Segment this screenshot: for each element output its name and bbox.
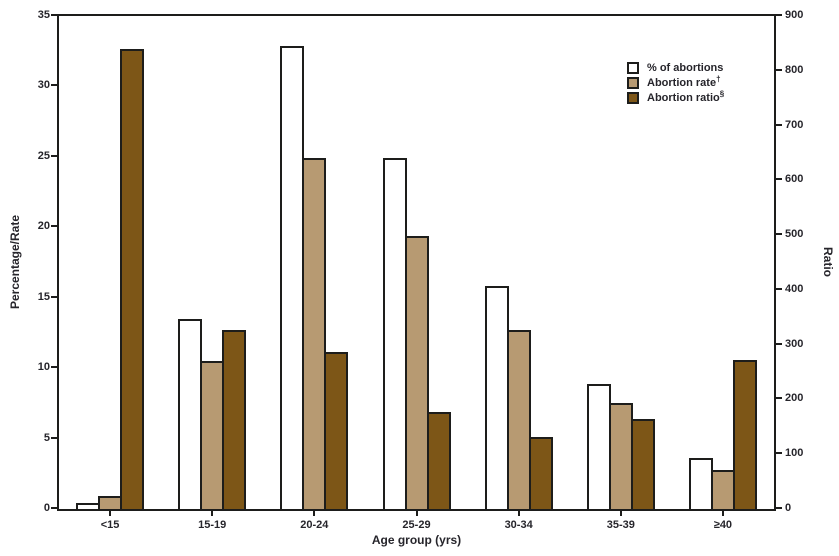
x-axis-tick xyxy=(211,511,214,516)
right-axis-tick-label: 800 xyxy=(785,63,804,76)
x-axis-tick-label: <15 xyxy=(100,519,120,531)
bar-rate-1 xyxy=(200,361,224,509)
right-axis-tick xyxy=(776,397,782,400)
right-axis-tick xyxy=(776,123,782,126)
bar-rate-6 xyxy=(711,470,735,509)
legend-item-abortion-ratio: Abortion ratio§ xyxy=(627,88,725,104)
bar-ratio-4 xyxy=(529,437,553,509)
left-axis-tick xyxy=(51,366,57,369)
left-axis-tick-label: 35 xyxy=(37,9,50,21)
x-axis-tick-label: 15-19 xyxy=(198,519,227,531)
bar-ratio-3 xyxy=(427,412,451,509)
right-axis-tick xyxy=(776,342,782,345)
legend-label-ratio: Abortion ratio§ xyxy=(647,88,725,104)
bar-rate-2 xyxy=(302,158,326,509)
bar-percent-4 xyxy=(485,286,509,509)
right-axis-tick xyxy=(776,287,782,290)
left-axis-tick xyxy=(51,84,57,87)
x-axis-tick-label: 25-29 xyxy=(402,519,431,531)
legend-item-abortion-rate: Abortion rate† xyxy=(627,73,724,89)
right-axis-tick xyxy=(776,68,782,71)
right-axis-tick xyxy=(776,507,782,509)
legend-swatch-ratio-icon xyxy=(627,91,639,104)
right-axis-tick-label: 500 xyxy=(785,228,804,241)
bar-ratio-6 xyxy=(733,360,757,509)
left-axis-tick xyxy=(51,507,57,509)
x-axis-tick xyxy=(721,511,724,516)
legend-label-rate: Abortion rate† xyxy=(647,73,721,89)
legend-label-percent: % of abortions xyxy=(647,61,724,74)
left-axis-tick xyxy=(51,225,57,228)
bar-rate-4 xyxy=(507,330,531,509)
x-axis-tick-label: 35-39 xyxy=(606,519,635,531)
bar-percent-2 xyxy=(280,46,304,509)
right-axis-tick xyxy=(776,452,782,455)
right-axis-tick xyxy=(776,14,782,16)
bar-ratio-0 xyxy=(120,49,144,509)
left-axis-tick-label: 20 xyxy=(37,220,50,233)
bar-ratio-2 xyxy=(324,352,348,509)
legend-item-percent-of-abortions: % of abortions xyxy=(627,61,724,74)
left-axis-tick-label: 30 xyxy=(37,79,50,92)
x-axis-tick-label: ≥40 xyxy=(713,519,733,531)
left-axis-tick-label: 15 xyxy=(37,290,50,303)
left-axis-tick-label: 25 xyxy=(37,149,50,162)
left-axis-tick-label: 5 xyxy=(43,431,50,444)
x-axis-tick xyxy=(313,511,316,516)
right-axis-title: Ratio xyxy=(821,247,835,277)
legend-swatch-rate-icon xyxy=(627,76,639,89)
left-axis-tick-label: 10 xyxy=(37,361,50,374)
bar-percent-3 xyxy=(383,158,407,509)
right-axis-tick-label: 700 xyxy=(785,118,804,131)
bar-percent-5 xyxy=(587,384,611,509)
right-axis-tick-label: 300 xyxy=(785,337,804,350)
right-axis-tick-label: 200 xyxy=(785,392,804,405)
bar-ratio-1 xyxy=(222,330,246,509)
right-axis-tick-label: 600 xyxy=(785,173,804,186)
x-axis-tick xyxy=(619,511,622,516)
left-axis-tick xyxy=(51,295,57,298)
bar-rate-5 xyxy=(609,403,633,509)
x-axis-tick-label: 20-24 xyxy=(300,519,329,531)
bar-percent-6 xyxy=(689,458,713,509)
right-axis-tick-label: 100 xyxy=(785,447,804,460)
left-axis-tick xyxy=(51,436,57,439)
bar-rate-3 xyxy=(405,236,429,509)
right-axis-tick-label: 0 xyxy=(785,502,792,514)
bar-percent-1 xyxy=(178,319,202,509)
right-axis-tick xyxy=(776,233,782,236)
x-axis-tick xyxy=(517,511,520,516)
x-axis-tick xyxy=(109,511,112,516)
bar-ratio-5 xyxy=(631,419,655,509)
plot-area xyxy=(57,14,776,511)
x-axis-title: Age group (yrs) xyxy=(371,533,462,547)
x-axis-tick xyxy=(415,511,418,516)
legend-swatch-percent-icon xyxy=(627,61,639,74)
bar-rate-0 xyxy=(98,496,122,509)
bar-percent-0 xyxy=(76,503,100,509)
left-axis-tick-label: 0 xyxy=(43,502,50,514)
right-axis-tick xyxy=(776,178,782,181)
x-axis-tick-label: 30-34 xyxy=(504,519,533,531)
left-axis-tick xyxy=(51,154,57,157)
left-axis-tick xyxy=(51,14,57,16)
legend: % of abortions Abortion rate† Abortion r… xyxy=(627,61,724,106)
right-axis-tick-label: 900 xyxy=(785,9,804,21)
right-axis-tick-label: 400 xyxy=(785,282,804,295)
